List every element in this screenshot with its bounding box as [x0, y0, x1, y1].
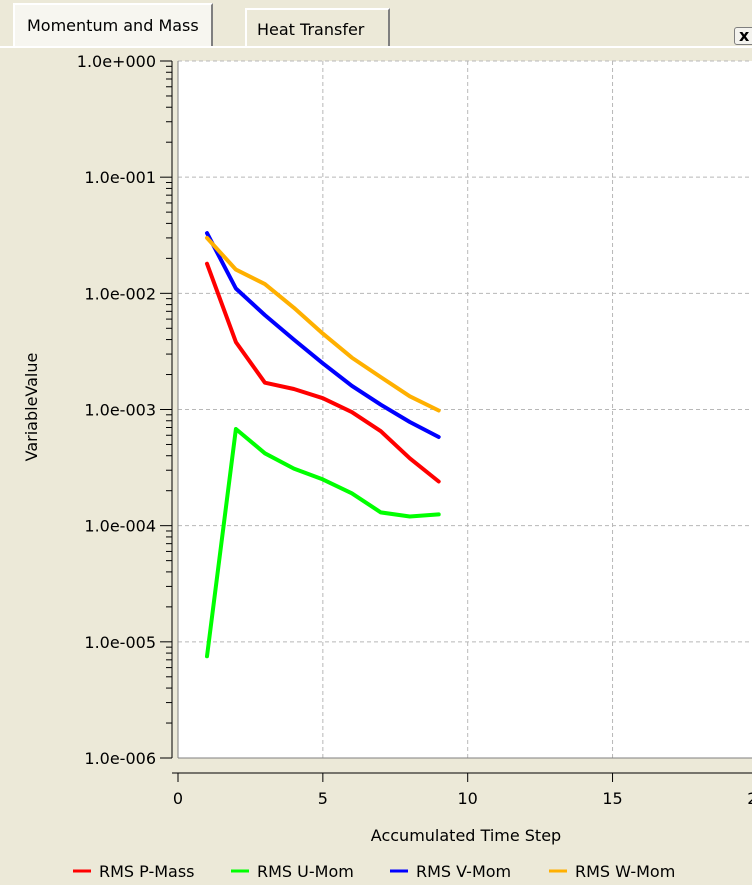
x-axis-title: Accumulated Time Step: [371, 826, 561, 845]
x-tick-label: 10: [458, 789, 478, 808]
y-tick-label: 1.0e-004: [84, 517, 156, 536]
legend-label: RMS P-Mass: [99, 862, 195, 881]
series-line: [205, 261, 441, 484]
y-tick-label: 1.0e+000: [77, 52, 156, 71]
y-tick-label: 1.0e-005: [84, 633, 156, 652]
chart-area: 0 5 10 15 20 1.0e-006 1.0e-005 1.0e-004 1.0e-003…: [0, 48, 752, 885]
series-line: [205, 231, 441, 439]
y-tick-label: 1.0e-006: [84, 749, 156, 768]
y-tick-label: 1.0e-003: [84, 401, 156, 420]
legend-label: RMS W-Mom: [575, 862, 675, 881]
axis-layer: 0 5 10 15 20 1.0e-006 1.0e-005 1.0e-004 1.0e-003…: [77, 52, 752, 808]
grid-layer: [178, 60, 752, 758]
tab-momentum-and-mass[interactable]: Momentum and Mass: [13, 3, 213, 48]
tab-heat-transfer[interactable]: Heat Transfer: [245, 8, 391, 46]
legend-layer: RMS P-Mass RMS U-Mom RMS V-Mom RMS W-Mom: [73, 862, 675, 881]
y-tick-label: 1.0e-001: [84, 168, 156, 187]
x-tick-label: 0: [173, 789, 183, 808]
y-tick-label: 1.0e-002: [84, 284, 156, 303]
tab-divider: [0, 46, 752, 48]
legend-label: RMS V-Mom: [416, 862, 511, 881]
convergence-chart: 0 5 10 15 20 1.0e-006 1.0e-005 1.0e-004 1.0e-003…: [22, 52, 752, 881]
close-icon[interactable]: x: [734, 27, 752, 45]
series-line: [205, 427, 441, 659]
series-layer: [205, 231, 441, 659]
x-tick-label: 15: [602, 789, 622, 808]
y-axis-title: VariableValue: [22, 353, 41, 462]
series-line: [205, 235, 441, 413]
legend-label: RMS U-Mom: [257, 862, 354, 881]
x-tick-label: 5: [318, 789, 328, 808]
tab-bar: Momentum and Mass Heat Transfer x: [0, 0, 752, 48]
x-tick-label: 20: [747, 789, 752, 808]
